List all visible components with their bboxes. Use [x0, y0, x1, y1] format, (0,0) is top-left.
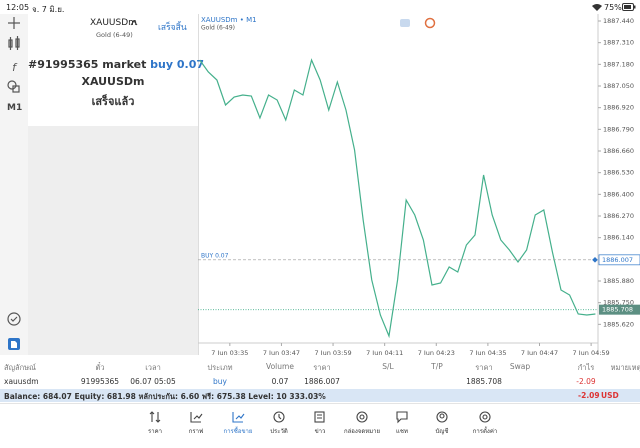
x-tick-label: 7 Jun 03:59 — [314, 349, 351, 355]
y-tick-label: 1887.050 — [603, 82, 634, 90]
balance-profit: -2.09 — [578, 391, 600, 400]
order-result: XAUUSDm Gold (6-49) เสร็จสิ้น #91995365 … — [28, 14, 204, 126]
y-tick-label: 1886.660 — [603, 147, 634, 155]
y-tick-label: 1886.270 — [603, 212, 634, 220]
message-symbol: XAUUSDm — [81, 75, 145, 88]
order-panel: XAUUSDm Gold (6-49) เสร็จสิ้น #91995365 … — [28, 14, 204, 355]
tab-icons — [149, 411, 491, 424]
message-prefix: #91995365 market — [28, 58, 147, 71]
y-tick-label: 1887.180 — [603, 60, 634, 68]
cell: 06.07 05:05 — [130, 377, 176, 386]
column-header: กำไร — [577, 363, 595, 372]
crosshair-icon[interactable] — [8, 17, 20, 29]
tab-label[interactable]: แชท — [396, 428, 408, 435]
chart-title: XAUUSDm • M1 — [201, 16, 257, 24]
header-row: สัญลักษณ์ ตั๋ว เวลา ประเภท Volume ราคา S/L T/P ร… — [0, 359, 640, 373]
tab-bar: ราคา กราฟ การซื้อขาย ประวัติ ข่าว กล่องจดหมาย… — [0, 403, 640, 448]
y-tick-label: 1886.920 — [603, 104, 634, 112]
cell: 91995365 — [80, 377, 120, 386]
status-time: 12:05 — [6, 3, 30, 12]
status-date: จ. 7 มิ.ย. — [32, 5, 65, 14]
column-header: หมายเหตุ — [610, 363, 640, 372]
message-line: #91995365 market buy 0.07 — [28, 58, 204, 71]
tab-label[interactable]: ประวัติ — [270, 428, 288, 435]
balance-currency: USD — [601, 391, 619, 400]
column-header: Volume — [266, 362, 294, 371]
wifi-icon — [592, 4, 602, 11]
column-header: ราคา — [475, 363, 493, 372]
current-price-box — [599, 304, 640, 315]
price-line — [199, 58, 596, 339]
x-tick-label: 7 Jun 03:35 — [211, 349, 248, 355]
y-tick-label: 1887.310 — [603, 39, 634, 47]
y-tick-label: 1886.140 — [603, 234, 634, 242]
chart-tool-icon[interactable] — [400, 19, 410, 27]
y-tick-label: 1885.880 — [603, 277, 634, 285]
toolbar-icons: f — [7, 17, 21, 350]
timeframe[interactable]: M1 — [7, 103, 23, 113]
buy-price-box — [598, 254, 640, 266]
chart-tool-icon[interactable] — [424, 17, 436, 29]
chart-subtitle: Gold (6-49) — [201, 25, 235, 32]
y-tick-label: 1885.620 — [603, 320, 634, 328]
buy-marker — [592, 257, 598, 263]
buy-price-label: 1886.007 — [602, 256, 633, 264]
trade-row[interactable]: xauusdm 91995365 06.07 05:05 buy 0.07 1886.00… — [0, 374, 640, 388]
panel-symbol[interactable]: XAUUSDm — [90, 18, 137, 28]
panel-description: Gold (6-49) — [96, 31, 133, 39]
x-tick-label: 7 Jun 04:47 — [521, 349, 558, 355]
x-tick-label: 7 Jun 04:23 — [418, 349, 455, 355]
buy-line-label: BUY 0.07 — [201, 252, 229, 259]
y-tick-label: 1885.750 — [603, 299, 634, 307]
function-icon[interactable]: f — [12, 61, 18, 74]
column-header: เวลา — [145, 363, 161, 372]
x-tick-label: 7 Jun 04:59 — [573, 349, 610, 355]
side-toolbar: f M1 — [0, 14, 29, 355]
cell: xauusdm — [4, 377, 39, 386]
tab-label[interactable]: ราคา — [148, 428, 162, 435]
battery-icon — [622, 3, 636, 11]
column-header: Swap — [509, 362, 531, 371]
x-tick-label: 7 Jun 03:47 — [263, 349, 300, 355]
y-tick-label: 1886.790 — [603, 125, 634, 133]
clock-icon[interactable] — [7, 312, 21, 326]
objects-icon[interactable] — [7, 80, 20, 93]
y-tick-label: 1886.530 — [603, 169, 634, 177]
dropdown-icon[interactable] — [130, 20, 138, 26]
x-tick-label: 7 Jun 04:35 — [469, 349, 506, 355]
done-button[interactable]: เสร็จสิ้น — [158, 23, 187, 33]
x-tick-label: 7 Jun 04:11 — [366, 349, 403, 355]
column-header: S/L — [382, 362, 394, 371]
battery-level: 75% — [604, 3, 622, 12]
cell: 1886.007 — [304, 377, 340, 386]
tab-label[interactable]: การตั้งค่า — [472, 428, 498, 435]
trade-table: สัญลักษณ์ ตั๋ว เวลา ประเภท Volume ราคา S/L T/P ร… — [0, 355, 640, 405]
tab-label[interactable]: ข่าว — [314, 428, 326, 435]
tab-label[interactable]: กล่องจดหมาย — [343, 428, 381, 435]
cell: 0.07 — [271, 377, 289, 386]
y-tick-label: 1887.440 — [603, 17, 634, 25]
price-chart: XAUUSDm • M1 Gold (6-49) 1887.440 1887.31… — [198, 14, 640, 355]
column-header: ราคา — [313, 363, 331, 372]
message-highlight: buy 0.07 — [150, 58, 205, 71]
tab-label[interactable]: บัญชี — [435, 428, 449, 435]
column-header: ตั๋ว — [95, 363, 105, 372]
cell: -2.09 — [576, 377, 596, 386]
balance-row: Balance: 684.07 Equity: 681.98 หลักประกั… — [0, 389, 640, 402]
tab-label[interactable]: การซื้อขาย — [223, 428, 253, 435]
cell: 1885.708 — [466, 377, 502, 386]
cell: buy — [213, 377, 227, 386]
current-price-label: 1885.708 — [602, 306, 633, 314]
y-tick-label: 1886.400 — [603, 190, 634, 198]
balance-text: Balance: 684.07 Equity: 681.98 หลักประกั… — [4, 392, 326, 401]
indicators-icon[interactable] — [8, 36, 20, 50]
column-header: ประเภท — [207, 363, 233, 372]
column-header: สัญลักษณ์ — [4, 363, 37, 372]
column-header: T/P — [431, 362, 443, 371]
message-status: เสร็จแล้ว — [91, 95, 135, 108]
tab-label[interactable]: กราฟ — [188, 428, 204, 435]
status-bar: 12:05 จ. 7 มิ.ย. 75% — [0, 0, 640, 14]
